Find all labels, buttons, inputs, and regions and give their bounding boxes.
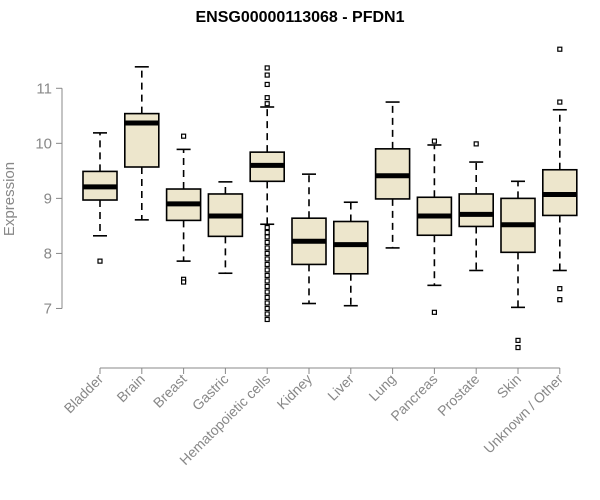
- box-iqr: [332, 220, 369, 275]
- y-tick-label: 7: [44, 300, 52, 317]
- box-breast: [165, 133, 202, 285]
- outlier-point: [97, 258, 103, 264]
- boxes-group: [82, 46, 578, 351]
- x-tick-label: Breast: [150, 371, 190, 411]
- outlier-point: [264, 305, 270, 312]
- outlier-point: [264, 95, 270, 101]
- box-brain: [124, 66, 160, 221]
- outlier-point: [264, 300, 270, 306]
- x-tick-label: Lung: [365, 371, 398, 404]
- box-pancreas: [416, 138, 453, 315]
- outlier-point: [264, 229, 270, 236]
- box-kidney: [291, 173, 327, 305]
- outlier-point: [264, 311, 270, 317]
- outlier-point: [264, 256, 270, 262]
- outlier-point: [264, 294, 270, 301]
- outlier-point: [557, 46, 563, 52]
- outlier-point: [557, 286, 563, 292]
- outlier-point: [264, 239, 270, 246]
- outlier-point: [264, 267, 270, 273]
- outlier-point: [264, 245, 270, 251]
- y-axis-label: Expression: [1, 162, 18, 236]
- x-tick-label: Unknown / Other: [480, 371, 566, 457]
- outlier-point: [557, 99, 563, 105]
- outlier-point: [264, 65, 270, 71]
- x-tick-label: Brain: [113, 371, 147, 405]
- y-axis: 7 8 9 10 11: [35, 80, 63, 317]
- outlier-point: [264, 289, 270, 295]
- outlier-point: [515, 344, 521, 351]
- box-liver: [332, 201, 369, 307]
- outlier-point: [264, 101, 270, 107]
- y-tick-label: 9: [44, 190, 52, 207]
- box-iqr: [458, 193, 495, 228]
- outlier-point: [264, 224, 270, 231]
- outlier-point: [181, 133, 187, 139]
- box-gastric: [207, 181, 244, 275]
- box-unknown-other: [541, 46, 578, 303]
- outlier-point: [473, 141, 479, 147]
- box-lung: [374, 101, 411, 249]
- x-tick-label: Skin: [494, 371, 525, 402]
- x-tick-label: Kidney: [274, 371, 316, 413]
- outlier-point: [264, 234, 270, 240]
- outlier-point: [431, 309, 437, 315]
- outlier-point: [264, 81, 270, 88]
- box-skin: [500, 180, 536, 351]
- outlier-point: [431, 138, 437, 144]
- box-bladder: [82, 132, 118, 264]
- outlier-point: [515, 337, 521, 343]
- y-tick-label: 8: [44, 245, 52, 262]
- outlier-point: [264, 272, 270, 279]
- outlier-point: [264, 283, 270, 290]
- x-tick-label: Bladder: [61, 371, 107, 417]
- box-hematopoietic-cells: [249, 65, 285, 323]
- x-tick-label: Prostate: [434, 371, 482, 419]
- outlier-point: [264, 250, 270, 257]
- y-tick-label: 11: [36, 80, 52, 97]
- outlier-point: [264, 261, 270, 268]
- outlier-point: [264, 72, 270, 78]
- box-prostate: [458, 141, 495, 272]
- chart-title: ENSG00000113068 - PFDN1: [195, 9, 404, 26]
- x-tick-label: Liver: [324, 371, 357, 404]
- outlier-point: [557, 297, 563, 303]
- outlier-point: [264, 278, 270, 284]
- outlier-point: [264, 316, 270, 323]
- y-tick-label: 10: [35, 135, 52, 152]
- outlier-point: [181, 279, 187, 285]
